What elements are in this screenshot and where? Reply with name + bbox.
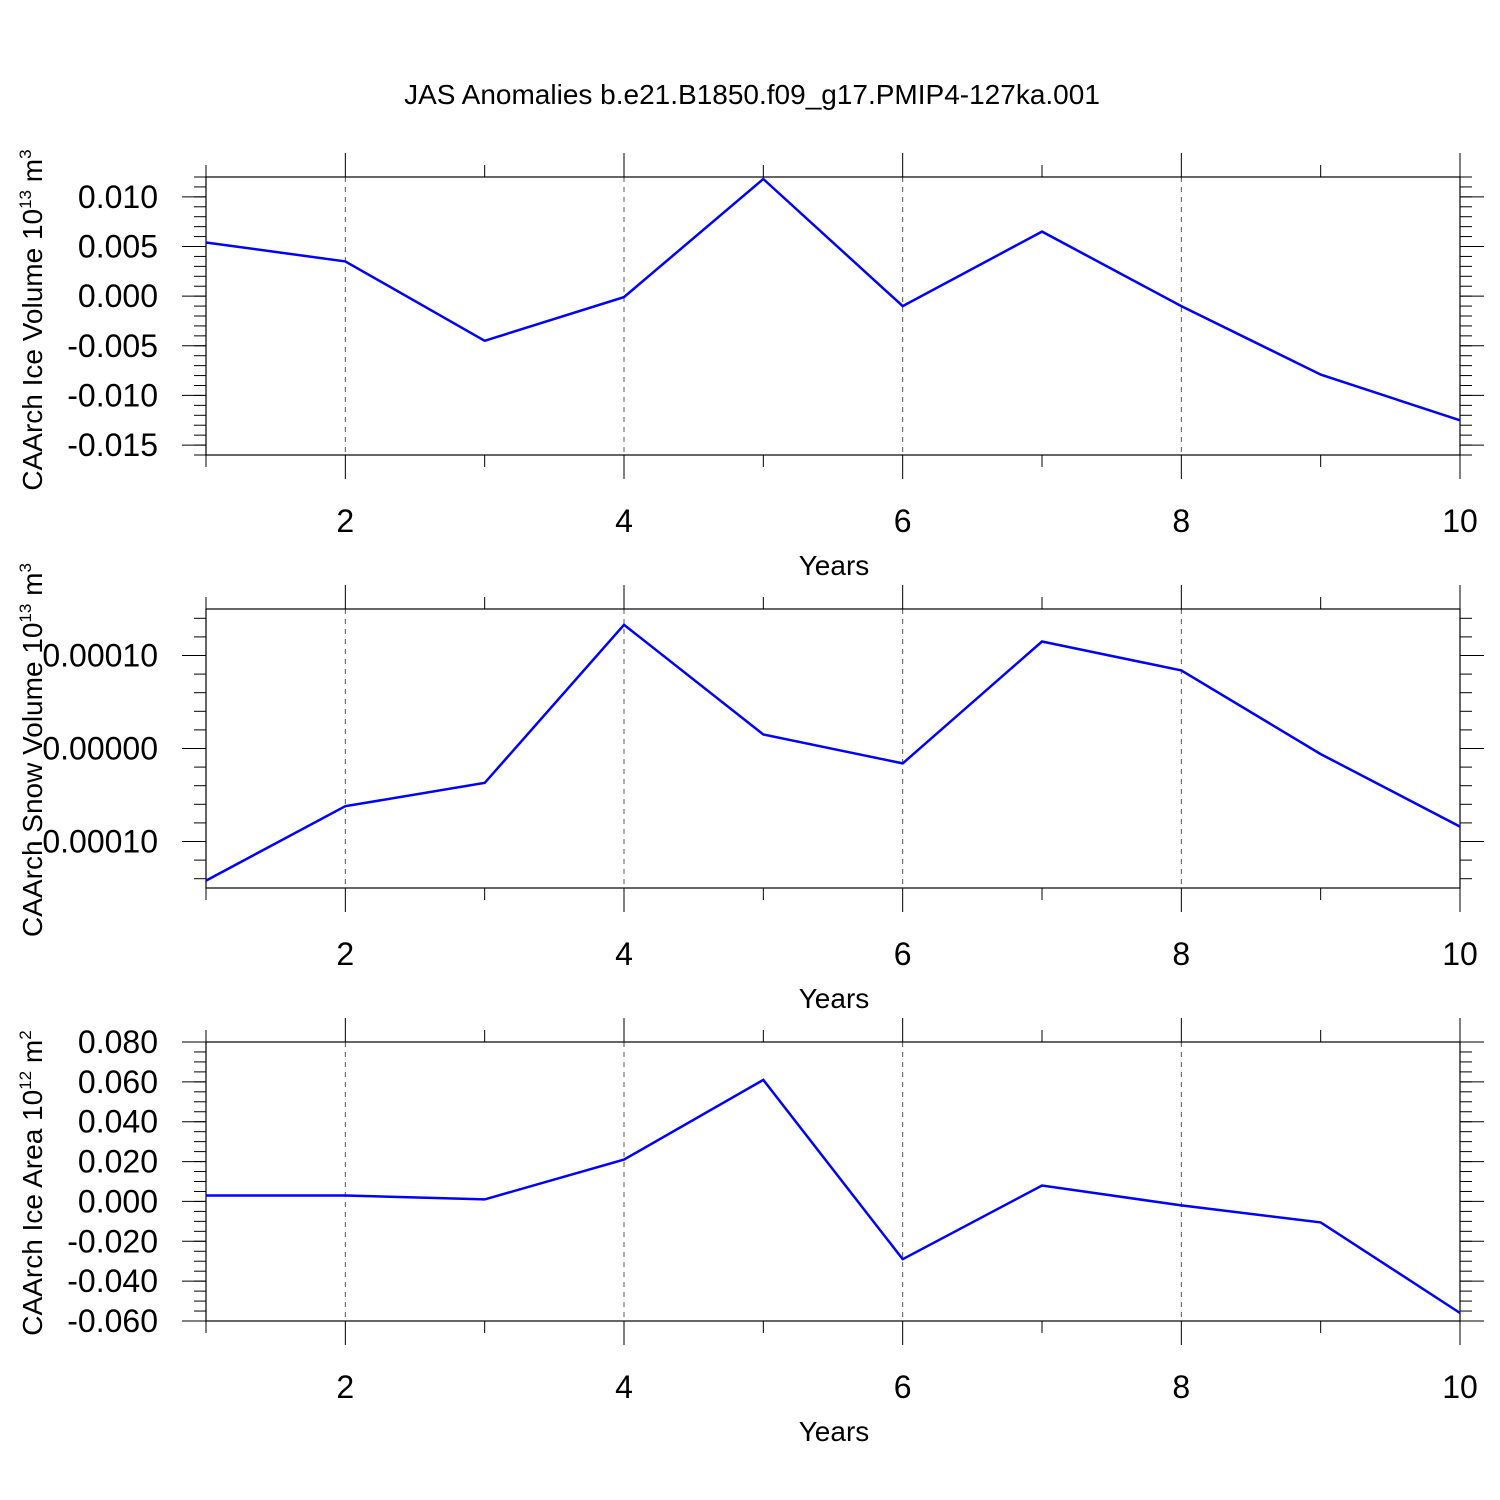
y-tick-label: 0.080 — [78, 1024, 158, 1060]
x-tick-label: 6 — [894, 1369, 912, 1405]
y-tick-label: 0.040 — [78, 1104, 158, 1140]
x-axis-title: Years — [799, 550, 870, 581]
chart-title: JAS Anomalies b.e21.B1850.f09_g17.PMIP4-… — [404, 79, 1100, 110]
x-tick-label: 6 — [894, 503, 912, 539]
x-tick-label: 6 — [894, 936, 912, 972]
y-tick-label: 0.000 — [78, 1183, 158, 1219]
y-tick-label: 0.005 — [78, 229, 158, 265]
panel-snow-volume: 2 4 6 8 10 Years -0.00010 0.00000 0.00010CAArch … — [16, 563, 1484, 1014]
x-tick-label: 4 — [615, 503, 633, 539]
y-tick-label: -0.010 — [67, 377, 158, 413]
x-axis-title: Years — [799, 1416, 870, 1447]
x-tick-label: 2 — [336, 1369, 354, 1405]
y-tick-label: -0.040 — [67, 1263, 158, 1299]
x-tick-label: 8 — [1172, 936, 1190, 972]
y-tick-label: 0.010 — [78, 179, 158, 215]
x-tick-label: 2 — [336, 503, 354, 539]
x-axis-title: Years — [799, 983, 870, 1014]
x-tick-label: 10 — [1442, 936, 1478, 972]
x-tick-label: 10 — [1442, 1369, 1478, 1405]
series-line — [205, 623, 1461, 882]
x-tick-label: 4 — [615, 936, 633, 972]
y-tick-label: -0.005 — [67, 328, 158, 364]
y-tick-label: 0.00010 — [42, 638, 158, 674]
y-tick-label: -0.020 — [67, 1223, 158, 1259]
y-tick-label: 0.00000 — [42, 731, 158, 767]
y-tick-label: -0.015 — [67, 427, 158, 463]
x-tick-label: 10 — [1442, 503, 1478, 539]
y-axis-title: CAArch Ice Area 1012 m2 — [16, 1030, 48, 1335]
y-tick-label: -0.00010 — [32, 824, 158, 860]
y-tick-label: -0.060 — [67, 1303, 158, 1339]
panel-ice-volume: 2 4 6 8 10 Years -0.015 -0.010 -0.005 0.000 0.005 0… — [16, 149, 1484, 581]
series-line — [206, 1078, 1461, 1315]
y-tick-label: 0.020 — [78, 1144, 158, 1180]
plot-frame — [205, 1041, 1461, 1322]
y-tick-label: 0.060 — [78, 1064, 158, 1100]
panel-ice-area: 2 4 6 8 10 Years -0.060 -0.040 -0.020 0.0000.020 0… — [16, 1018, 1484, 1447]
panels: 2 4 6 8 10 Years -0.015 -0.010 -0.005 0.000 0.005 0… — [16, 149, 1484, 1447]
plot-frame — [205, 176, 1461, 456]
y-tick-label: 0.000 — [78, 278, 158, 314]
x-tick-label: 8 — [1172, 1369, 1190, 1405]
y-axis-title: CAArch Snow Volume 1013 m3 — [16, 563, 48, 937]
y-axis-title: CAArch Ice Volume 1013 m3 — [16, 149, 48, 490]
series-line — [205, 177, 1461, 422]
x-tick-label: 8 — [1172, 503, 1190, 539]
x-tick-label: 2 — [336, 936, 354, 972]
x-tick-label: 4 — [615, 1369, 633, 1405]
